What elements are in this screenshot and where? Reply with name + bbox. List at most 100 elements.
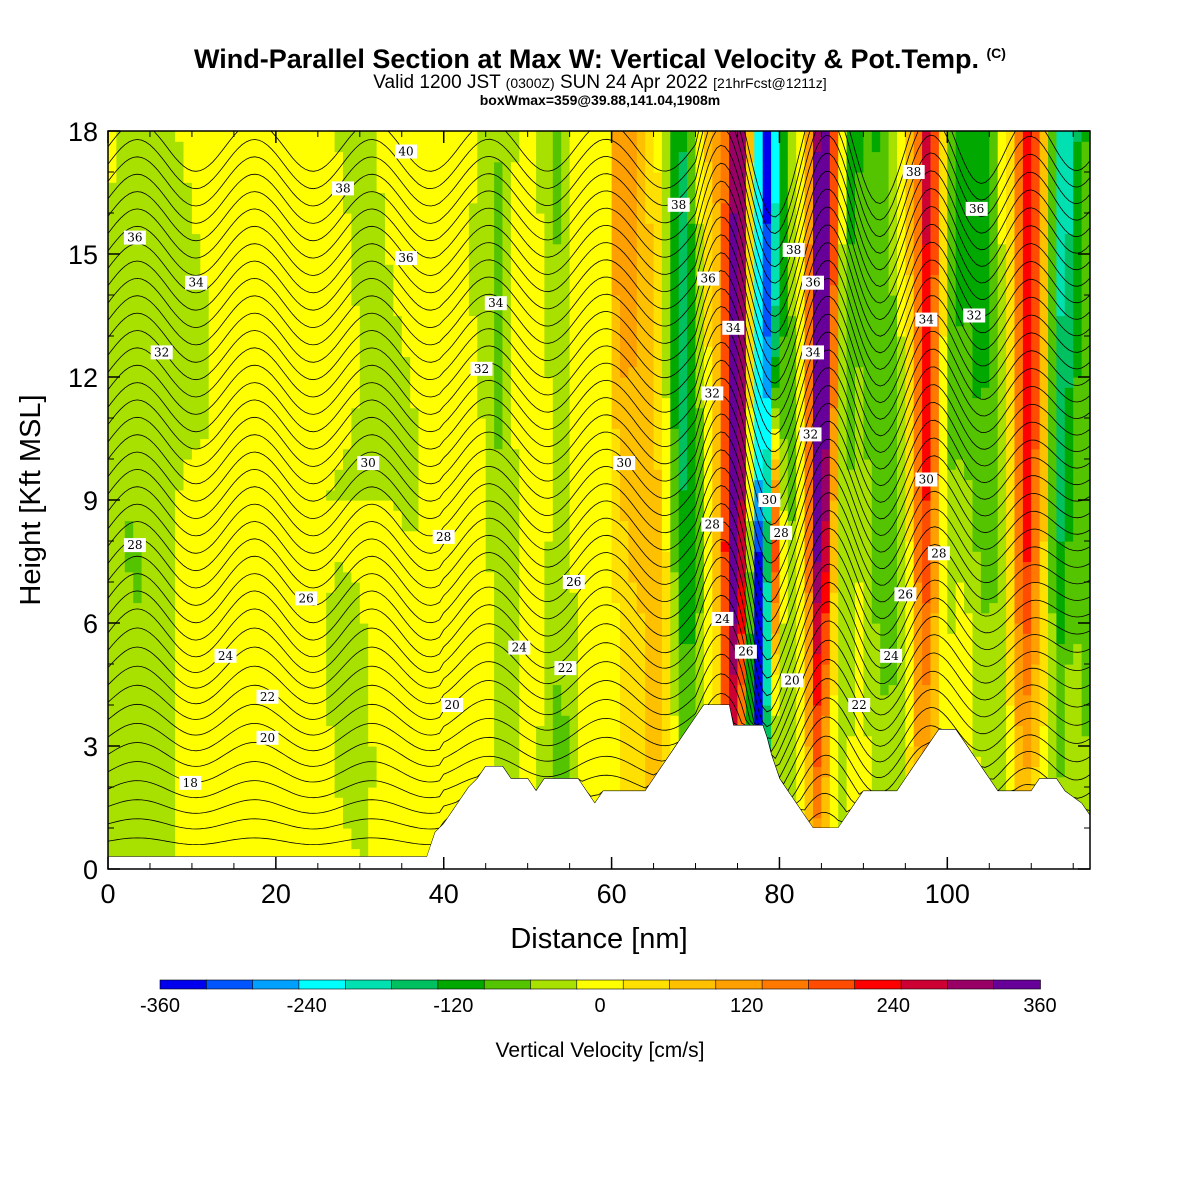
field-cell: [225, 582, 235, 593]
field-cell: [116, 592, 126, 604]
field-cell: [670, 561, 680, 573]
field-cell: [452, 172, 462, 183]
field-cell: [225, 756, 235, 768]
field-cell: [317, 582, 327, 593]
field-cell: [578, 715, 587, 727]
field-cell: [594, 592, 604, 604]
field-cell: [536, 356, 546, 368]
field-cell: [452, 530, 462, 542]
field-cell: [158, 295, 168, 306]
field-cell: [645, 643, 655, 655]
field-cell: [468, 448, 478, 460]
field-cell: [502, 510, 512, 522]
field-cell: [343, 469, 352, 481]
field-cell: [552, 233, 562, 245]
field-cell: [242, 182, 252, 194]
field-cell: [645, 469, 655, 481]
field-cell: [410, 325, 420, 337]
field-cell: [351, 828, 361, 839]
field-cell: [225, 664, 235, 675]
field-cell: [133, 428, 143, 440]
field-cell: [661, 530, 671, 542]
field-cell: [225, 612, 235, 624]
field-cell: [586, 305, 596, 317]
field-cell: [477, 715, 487, 727]
field-cell: [653, 295, 663, 306]
field-cell: [292, 674, 302, 686]
field-cell: [175, 766, 185, 778]
field-cell: [309, 756, 319, 768]
field-cell: [133, 264, 143, 276]
field-cell: [653, 141, 663, 153]
field-cell: [552, 438, 562, 450]
field-cell: [502, 746, 512, 757]
field-cell: [317, 448, 327, 460]
field-cell: [552, 182, 562, 194]
field-cell: [527, 356, 537, 368]
field-cell: [208, 315, 218, 327]
field-cell: [611, 479, 621, 491]
field-cell: [108, 530, 117, 542]
field-cell: [661, 705, 671, 716]
field-cell: [536, 746, 546, 757]
field-cell: [418, 725, 428, 737]
field-cell: [603, 489, 613, 501]
field-cell: [477, 664, 487, 675]
field-cell: [317, 182, 327, 194]
field-cell: [460, 746, 470, 757]
field-cell: [468, 633, 478, 645]
field-cell: [653, 192, 663, 204]
field-cell: [317, 817, 327, 829]
field-cell: [636, 541, 646, 552]
field-cell: [368, 838, 378, 850]
field-cell: [393, 602, 403, 614]
field-cell: [217, 746, 227, 757]
field-cell: [141, 151, 151, 163]
field-cell: [351, 182, 361, 194]
field-cell: [645, 336, 655, 347]
field-cell: [334, 684, 344, 696]
field-cell: [208, 551, 218, 563]
field-cell: [124, 284, 134, 296]
field-cell: [569, 377, 579, 388]
field-cell: [250, 161, 260, 173]
field-cell: [569, 530, 579, 542]
field-cell: [586, 776, 596, 788]
field-cell: [410, 520, 420, 532]
field-cell: [620, 438, 629, 450]
field-cell: [494, 387, 504, 399]
field-cell: [611, 336, 621, 347]
field-cell: [678, 725, 688, 737]
field-cell: [116, 715, 126, 727]
field-cell: [225, 602, 235, 614]
field-cell: [435, 725, 445, 737]
field-cell: [678, 377, 688, 388]
field-cell: [124, 356, 134, 368]
field-cell: [435, 500, 445, 511]
field-cell: [326, 161, 336, 173]
field-cell: [368, 438, 378, 450]
field-cell: [166, 725, 176, 737]
field-cell: [133, 653, 143, 665]
field-cell: [309, 192, 319, 204]
field-cell: [443, 233, 453, 245]
field-cell: [275, 571, 285, 583]
field-cell: [225, 192, 235, 204]
field-cell: [569, 756, 579, 768]
field-cell: [527, 325, 537, 337]
field-cell: [452, 787, 462, 798]
field-cell: [359, 172, 369, 183]
field-cell: [468, 664, 478, 675]
field-cell: [435, 295, 445, 306]
field-cell: [284, 735, 294, 747]
field-cell: [502, 397, 512, 409]
field-cell: [536, 530, 546, 542]
field-cell: [326, 254, 336, 265]
field-cell: [225, 315, 235, 327]
field-cell: [267, 325, 277, 337]
field-cell: [594, 756, 604, 768]
field-cell: [477, 284, 487, 296]
field-cell: [628, 520, 638, 532]
field-cell: [301, 161, 310, 173]
field-cell: [242, 797, 252, 809]
